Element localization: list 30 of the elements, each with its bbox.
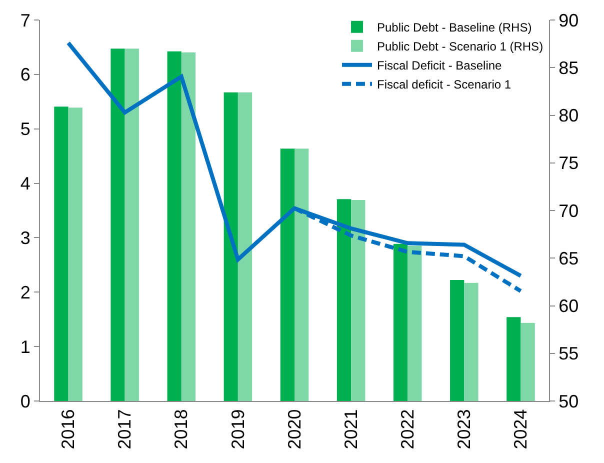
- y2-tick-label: 75: [558, 153, 579, 174]
- y2-tick-label: 60: [558, 296, 579, 316]
- legend-label: Public Debt - Scenario 1 (RHS): [377, 40, 544, 54]
- x-tick-label: 2017: [114, 409, 135, 450]
- x-tick-label: 2024: [510, 409, 531, 450]
- x-tick-label: 2021: [340, 409, 361, 450]
- y-tick-label: 1: [20, 336, 30, 357]
- y2-tick-label: 50: [558, 391, 579, 412]
- x-tick-label: 2019: [228, 409, 248, 450]
- x-tick-label: 2022: [397, 409, 418, 450]
- x-tick-label: 2020: [284, 409, 304, 450]
- y2-tick-label: 90: [558, 10, 579, 30]
- legend-label: Public Debt - Baseline (RHS): [377, 20, 532, 35]
- y-tick-label: 3: [20, 228, 30, 248]
- y2-tick-label: 80: [558, 106, 579, 126]
- y-tick-label: 5: [20, 119, 30, 140]
- x-tick-label: 2023: [454, 409, 474, 450]
- y-tick-label: 7: [20, 10, 30, 30]
- x-tick-label: 2016: [58, 409, 78, 450]
- y2-tick-label: 85: [558, 58, 579, 78]
- y-tick-label: 6: [20, 64, 30, 85]
- y2-tick-label: 65: [558, 248, 579, 268]
- y2-tick-label: 55: [558, 344, 579, 364]
- y-tick-label: 0: [20, 391, 30, 412]
- legend-label: Fiscal Deficit - Baseline: [377, 58, 502, 73]
- y-tick-label: 4: [20, 174, 30, 194]
- y2-tick-label: 70: [558, 200, 579, 221]
- x-tick-label: 2018: [171, 409, 192, 450]
- y-tick-label: 2: [20, 282, 30, 302]
- legend-label: Fiscal deficit - Scenario 1: [377, 78, 512, 92]
